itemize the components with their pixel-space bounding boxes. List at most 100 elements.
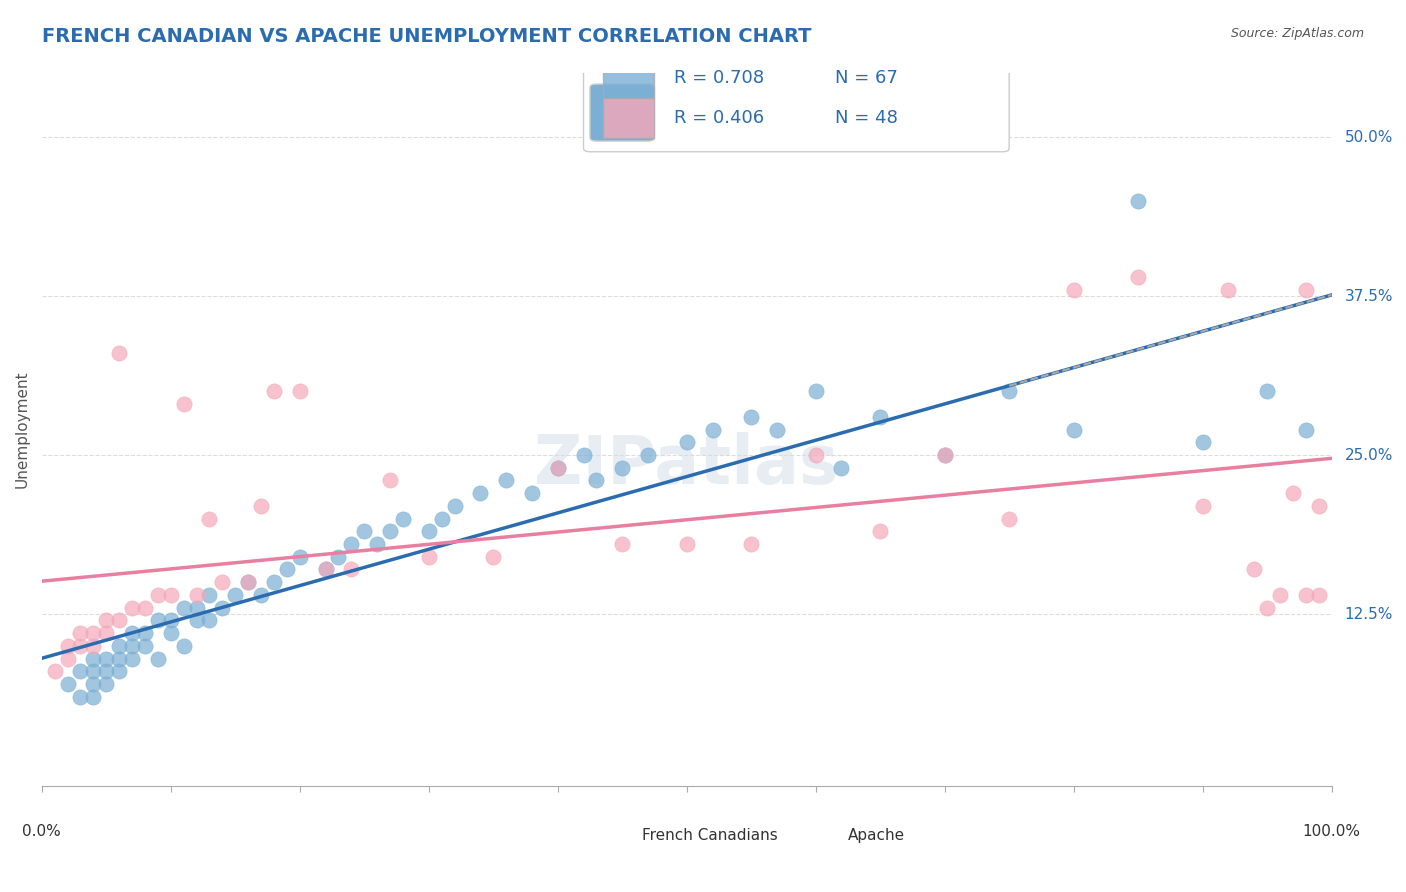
Point [1126, 194, 1149, 208]
Point [470, 486, 492, 500]
Point [69, 626, 91, 640]
Point [134, 626, 156, 640]
Text: R = 0.708: R = 0.708 [673, 69, 763, 87]
Point [211, 575, 233, 590]
Text: Apache: Apache [848, 828, 905, 843]
Point [392, 511, 415, 525]
Point [766, 423, 789, 437]
Point [1063, 283, 1085, 297]
Text: 12.5%: 12.5% [1344, 607, 1393, 622]
Point [1191, 435, 1213, 450]
Text: 100.0%: 100.0% [1302, 824, 1361, 838]
Point [547, 460, 569, 475]
Point [702, 423, 724, 437]
Y-axis label: Unemployment: Unemployment [15, 371, 30, 489]
Text: 37.5%: 37.5% [1344, 288, 1393, 303]
Point [1243, 562, 1265, 576]
Point [56, 677, 79, 691]
Point [186, 600, 208, 615]
Point [288, 549, 311, 564]
Point [108, 665, 131, 679]
Point [211, 600, 233, 615]
Point [108, 613, 131, 627]
Point [1063, 423, 1085, 437]
Point [547, 460, 569, 475]
Point [315, 562, 337, 576]
FancyBboxPatch shape [583, 59, 1010, 152]
Point [740, 409, 762, 424]
Point [340, 562, 363, 576]
Point [675, 537, 697, 551]
Point [96, 626, 118, 640]
Point [1282, 486, 1305, 500]
Point [340, 537, 363, 551]
Point [146, 588, 169, 602]
Point [869, 524, 891, 539]
Point [121, 639, 143, 653]
Point [96, 651, 118, 665]
Point [146, 613, 169, 627]
Text: French Canadians: French Canadians [641, 828, 778, 843]
Point [69, 690, 91, 704]
Point [1268, 588, 1291, 602]
Point [1295, 283, 1317, 297]
Point [998, 511, 1021, 525]
Point [418, 524, 440, 539]
Text: 25.0%: 25.0% [1344, 448, 1393, 463]
FancyBboxPatch shape [591, 84, 654, 141]
Point [108, 346, 131, 360]
Point [159, 626, 181, 640]
Point [56, 639, 79, 653]
Point [612, 460, 634, 475]
Point [173, 600, 195, 615]
Point [56, 651, 79, 665]
Point [1126, 269, 1149, 284]
FancyBboxPatch shape [603, 59, 654, 98]
Point [82, 651, 104, 665]
Point [430, 511, 453, 525]
Point [1295, 588, 1317, 602]
Text: R = 0.406: R = 0.406 [673, 109, 763, 127]
Point [315, 562, 337, 576]
Point [1308, 499, 1330, 513]
Point [804, 384, 827, 399]
Text: 50.0%: 50.0% [1344, 129, 1393, 145]
Point [378, 474, 401, 488]
Point [998, 384, 1021, 399]
Point [1256, 600, 1278, 615]
Point [250, 588, 273, 602]
Point [572, 448, 595, 462]
FancyBboxPatch shape [603, 98, 654, 137]
Point [612, 537, 634, 551]
Point [134, 639, 156, 653]
Point [224, 588, 246, 602]
Point [82, 677, 104, 691]
Point [121, 600, 143, 615]
Point [353, 524, 375, 539]
Point [238, 575, 260, 590]
Point [1256, 384, 1278, 399]
Point [520, 486, 543, 500]
Point [288, 384, 311, 399]
Point [1191, 499, 1213, 513]
Point [366, 537, 388, 551]
Point [146, 651, 169, 665]
Point [585, 474, 607, 488]
Point [804, 448, 827, 462]
Point [121, 626, 143, 640]
Point [69, 639, 91, 653]
Text: N = 48: N = 48 [835, 109, 898, 127]
Point [173, 397, 195, 411]
Point [173, 639, 195, 653]
Point [675, 435, 697, 450]
Point [443, 499, 465, 513]
Point [198, 588, 221, 602]
Point [1218, 283, 1240, 297]
Point [96, 665, 118, 679]
Point [69, 665, 91, 679]
Point [96, 677, 118, 691]
Point [198, 511, 221, 525]
Point [934, 448, 956, 462]
Point [159, 613, 181, 627]
Point [637, 448, 659, 462]
